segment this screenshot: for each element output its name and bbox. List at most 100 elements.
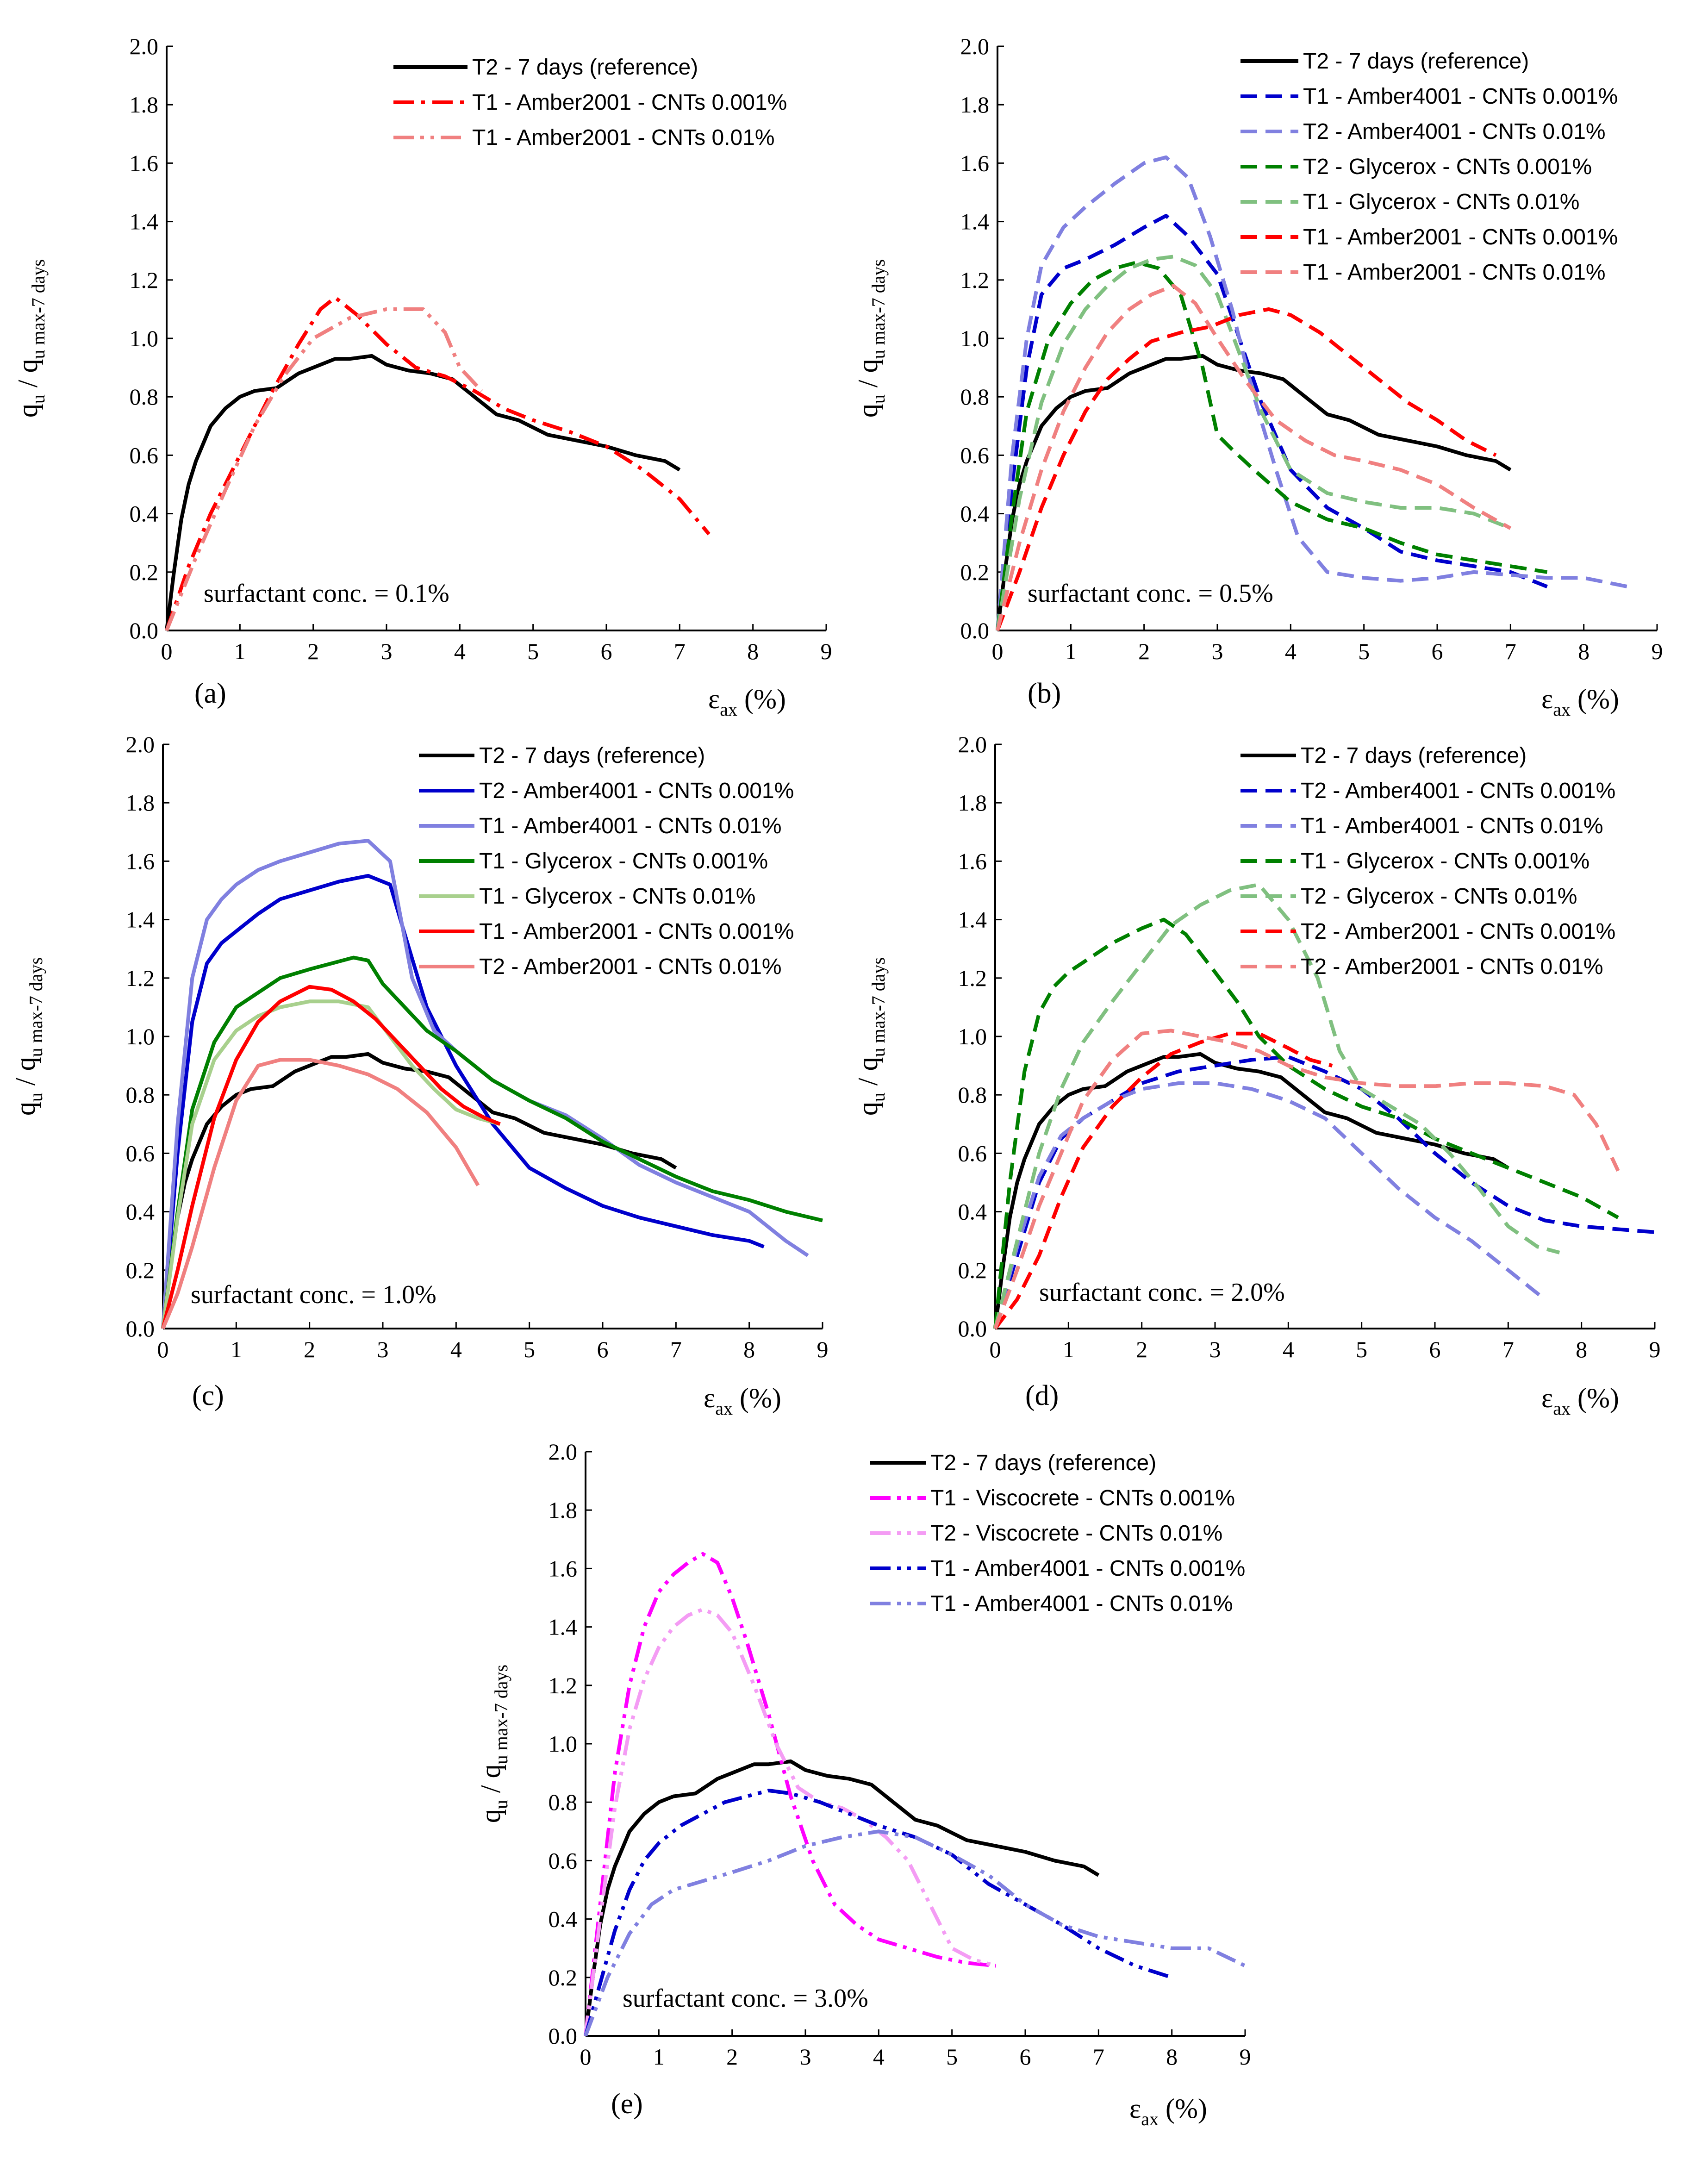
y-axis-label: qu / qu max-7 days <box>10 957 46 1116</box>
x-tick-label: 3 <box>1209 1336 1221 1362</box>
x-tick-label: 3 <box>381 638 393 664</box>
series-line-6 <box>996 284 1512 631</box>
y-tick-label: 1.4 <box>960 209 990 235</box>
x-tick-label: 5 <box>1358 638 1370 664</box>
y-tick-label: 0.8 <box>130 384 159 410</box>
x-tick-label: 4 <box>873 2044 885 2070</box>
series-line-2 <box>165 307 483 631</box>
panel-c: 0.0 0.2 0.4 0.6 0.8 1.0 1.2 1.4 1.6 1.8 2.0 0 1 2 3 4 5 6… <box>10 731 829 1419</box>
series-line-4 <box>993 882 1560 1329</box>
legend-label-6: T2 - Amber2001 - CNTs 0.01% <box>1301 955 1603 979</box>
y-tick-label: 0.4 <box>958 1199 987 1225</box>
x-tick-label: 4 <box>1283 1336 1294 1362</box>
x-tick-label: 1 <box>653 2044 665 2070</box>
y-tick-label: 1.4 <box>126 907 155 933</box>
series-line-0 <box>993 1052 1509 1329</box>
x-tick-label: 5 <box>527 638 539 664</box>
y-tick-label: 1.2 <box>126 965 155 991</box>
series-line-6 <box>161 1058 480 1329</box>
legend-label-1: T1 - Amber2001 - CNTs 0.001% <box>472 90 787 115</box>
x-tick-label: 2 <box>307 638 319 664</box>
x-tick-label: 9 <box>1240 2044 1251 2070</box>
x-tick-label: 0 <box>992 638 1004 664</box>
surfactant-annotation: surfactant conc. = 0.1% <box>204 579 449 608</box>
y-tick-label: 1.0 <box>960 325 990 351</box>
x-tick-label: 4 <box>450 1336 462 1362</box>
y-tick-label: 0.6 <box>126 1140 155 1166</box>
legend-label-5: T1 - Amber2001 - CNTs 0.001% <box>479 919 794 944</box>
y-tick-label: 0.2 <box>958 1257 987 1283</box>
legend-label-6: T2 - Amber2001 - CNTs 0.01% <box>479 955 782 979</box>
y-tick-label: 0.0 <box>549 2023 578 2049</box>
x-tick-label: 9 <box>817 1336 829 1362</box>
x-tick-label: 0 <box>990 1336 1001 1362</box>
y-tick-label: 2.0 <box>130 33 159 59</box>
x-tick-label: 8 <box>1578 638 1590 664</box>
y-tick-label: 1.6 <box>549 1555 578 1581</box>
x-tick-label: 8 <box>1576 1336 1587 1362</box>
x-tick-label: 0 <box>157 1336 169 1362</box>
y-tick-label: 1.6 <box>958 848 987 874</box>
legend-label-5: T1 - Amber2001 - CNTs 0.001% <box>1303 225 1618 250</box>
x-tick-label: 6 <box>1432 638 1443 664</box>
x-axis-label: εax (%) <box>1129 2093 1207 2129</box>
series-line-3 <box>993 917 1619 1329</box>
x-tick-label: 3 <box>377 1336 389 1362</box>
y-tick-label: 1.0 <box>958 1023 987 1049</box>
legend-label-2: T1 - Amber2001 - CNTs 0.01% <box>472 125 775 150</box>
series-line-4 <box>996 255 1511 631</box>
y-tick-label: 0.4 <box>126 1199 155 1225</box>
y-tick-label: 1.8 <box>126 790 155 816</box>
y-tick-label: 1.4 <box>549 1614 578 1640</box>
y-tick-label: 1.4 <box>130 209 159 235</box>
y-tick-label: 0.2 <box>126 1257 155 1283</box>
y-tick-label: 0.2 <box>130 559 159 585</box>
legend-label-1: T1 - Amber4001 - CNTs 0.001% <box>1303 84 1618 109</box>
legend-label-3: T1 - Glycerox - CNTs 0.001% <box>479 849 768 874</box>
x-tick-label: 9 <box>821 638 832 664</box>
y-tick-label: 0.0 <box>130 618 159 643</box>
surfactant-annotation: surfactant conc. = 1.0% <box>191 1280 436 1309</box>
legend-label-3: T1 - Glycerox - CNTs 0.001% <box>1301 849 1590 874</box>
x-tick-label: 0 <box>161 638 173 664</box>
surfactant-annotation: surfactant conc. = 2.0% <box>1039 1278 1285 1307</box>
panel-a: 0.0 0.2 0.4 0.6 0.8 1.0 1.2 1.4 1.6 1.8 2.0 0 1 2 3 4 5 6… <box>12 33 832 720</box>
series-line-5 <box>996 307 1497 631</box>
y-tick-label: 0.2 <box>960 559 990 585</box>
y-tick-label: 0.0 <box>126 1316 155 1342</box>
x-tick-label: 2 <box>726 2044 738 2070</box>
legend-label-1: T2 - Amber4001 - CNTs 0.001% <box>479 779 794 803</box>
legend-label-3: T2 - Glycerox - CNTs 0.001% <box>1303 155 1592 179</box>
y-tick-label: 1.6 <box>130 150 159 176</box>
x-tick-label: 5 <box>1356 1336 1367 1362</box>
legend-label-0: T2 - 7 days (reference) <box>472 55 698 80</box>
series-line-0 <box>584 1759 1100 2036</box>
y-tick-label: 0.6 <box>960 442 990 468</box>
series-line-3 <box>996 260 1548 631</box>
y-tick-label: 1.0 <box>130 325 159 351</box>
panel-label: (b) <box>1028 678 1061 709</box>
legend-label-4: T1 - Glycerox - CNTs 0.01% <box>1303 190 1579 214</box>
y-tick-label: 0.8 <box>549 1789 578 1815</box>
panel-label: (c) <box>192 1380 224 1411</box>
x-tick-label: 7 <box>670 1336 682 1362</box>
series-line-0 <box>165 354 681 631</box>
legend-label-5: T2 - Amber2001 - CNTs 0.001% <box>1301 919 1615 944</box>
x-tick-label: 7 <box>1502 1336 1514 1362</box>
legend-label-1: T2 - Amber4001 - CNTs 0.001% <box>1301 779 1615 803</box>
y-tick-label: 1.2 <box>130 267 159 293</box>
series-line-2 <box>993 1081 1546 1329</box>
y-tick-label: 0.4 <box>960 501 990 527</box>
legend-label-6: T1 - Amber2001 - CNTs 0.01% <box>1303 260 1606 285</box>
legend-label-0: T2 - 7 days (reference) <box>1303 49 1529 74</box>
y-tick-label: 1.2 <box>958 965 987 991</box>
x-tick-label: 1 <box>1063 1336 1074 1362</box>
y-tick-label: 1.2 <box>549 1672 578 1698</box>
x-tick-label: 4 <box>1285 638 1297 664</box>
legend-label-2: T2 - Viscocrete - CNTs 0.01% <box>930 1521 1222 1546</box>
x-tick-label: 6 <box>601 638 612 664</box>
legend-label-4: T1 - Amber4001 - CNTs 0.01% <box>930 1591 1233 1616</box>
y-axis-label: qu / qu max-7 days <box>853 957 889 1116</box>
legend-label-1: T1 - Viscocrete - CNTs 0.001% <box>930 1486 1235 1510</box>
surfactant-annotation: surfactant conc. = 3.0% <box>623 1984 868 2013</box>
